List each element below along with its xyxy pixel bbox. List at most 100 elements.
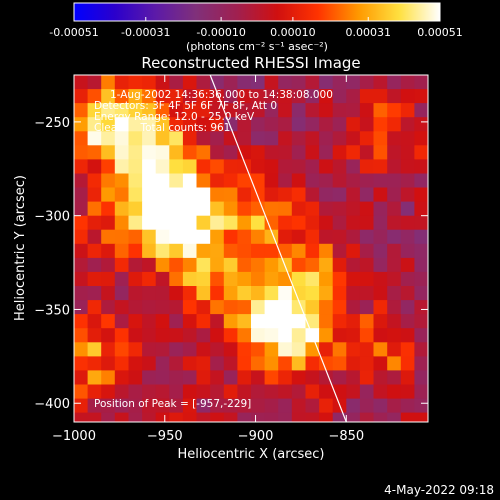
heatmap-cell bbox=[74, 243, 89, 259]
heatmap-cell bbox=[319, 300, 334, 315]
heatmap-cell bbox=[291, 89, 306, 104]
heatmap-cell bbox=[87, 370, 102, 386]
heatmap-cell bbox=[155, 187, 170, 203]
heatmap-cell bbox=[346, 328, 361, 343]
heatmap-cell bbox=[87, 300, 102, 315]
colorbar-tick-label: 0.00051 bbox=[417, 26, 463, 39]
heatmap-cell bbox=[74, 328, 89, 343]
heatmap-cell bbox=[251, 173, 266, 189]
heatmap-cell bbox=[210, 370, 225, 386]
heatmap-cell bbox=[346, 131, 361, 146]
heatmap-cell bbox=[291, 398, 306, 414]
heatmap-cell bbox=[196, 271, 211, 287]
heatmap-cell bbox=[210, 271, 225, 287]
heatmap-cell bbox=[142, 384, 157, 400]
heatmap-cell bbox=[142, 215, 157, 231]
heatmap-cell bbox=[101, 131, 116, 146]
heatmap-cell bbox=[387, 356, 402, 372]
heatmap-cell bbox=[210, 215, 225, 231]
heatmap-cell bbox=[182, 117, 198, 132]
heatmap-cell bbox=[210, 286, 225, 301]
heatmap-cell bbox=[291, 159, 306, 175]
heatmap-cell bbox=[278, 215, 293, 231]
heatmap-cell bbox=[182, 145, 198, 160]
heatmap-cell bbox=[155, 201, 170, 217]
heatmap-cell bbox=[251, 187, 266, 203]
heatmap-cell bbox=[101, 173, 116, 189]
heatmap-cell bbox=[332, 75, 347, 90]
heatmap-cell bbox=[346, 159, 361, 175]
heatmap-cell bbox=[291, 103, 306, 118]
heatmap-cell bbox=[264, 75, 279, 90]
heatmap-cell bbox=[414, 75, 428, 90]
heatmap-cell bbox=[346, 145, 361, 160]
heatmap-cell bbox=[196, 145, 211, 160]
heatmap-cell bbox=[223, 257, 238, 273]
heatmap-cell bbox=[142, 370, 157, 386]
heatmap-cell bbox=[74, 271, 89, 287]
heatmap-cell bbox=[210, 145, 225, 160]
heatmap-cell bbox=[414, 187, 428, 203]
heatmap-cell bbox=[101, 103, 116, 118]
heatmap-cell bbox=[278, 75, 293, 90]
heatmap-cell bbox=[291, 342, 306, 357]
heatmap-cell bbox=[223, 412, 238, 422]
heatmap-cell bbox=[155, 89, 170, 104]
heatmap-cell bbox=[346, 229, 361, 245]
heatmap-cell bbox=[128, 131, 143, 146]
heatmap-cell bbox=[114, 257, 129, 273]
heatmap-cell bbox=[114, 286, 129, 301]
heatmap-cell bbox=[169, 286, 184, 301]
heatmap-cell bbox=[87, 215, 102, 231]
heatmap-cell bbox=[278, 300, 293, 315]
heatmap-cell bbox=[155, 384, 170, 400]
heatmap-cell bbox=[182, 201, 198, 217]
heatmap-cell bbox=[332, 257, 347, 273]
heatmap-cell bbox=[196, 159, 211, 175]
heatmap-cell bbox=[332, 215, 347, 231]
heatmap-cell bbox=[278, 398, 293, 414]
heatmap-cell bbox=[169, 131, 184, 146]
heatmap-cell bbox=[373, 356, 388, 372]
heatmap-cell bbox=[101, 117, 116, 132]
heatmap-cell bbox=[223, 187, 238, 203]
heatmap-cell bbox=[74, 356, 89, 372]
heatmap-cell bbox=[74, 131, 89, 146]
heatmap-cell bbox=[387, 257, 402, 273]
heatmap-cell bbox=[332, 89, 347, 104]
colorbar-tick-label: 0.00010 bbox=[270, 26, 316, 39]
heatmap-cell bbox=[373, 173, 388, 189]
heatmap-cell bbox=[387, 342, 402, 357]
heatmap-cell bbox=[305, 370, 320, 386]
heatmap-cell bbox=[319, 398, 334, 414]
heatmap-cell bbox=[114, 384, 129, 400]
heatmap-cell bbox=[142, 243, 157, 259]
heatmap-cell bbox=[319, 384, 334, 400]
heatmap-cell bbox=[278, 356, 293, 372]
heatmap-cell bbox=[373, 89, 388, 104]
heatmap-cell bbox=[305, 257, 320, 273]
heatmap-cell bbox=[264, 145, 279, 160]
heatmap-cell bbox=[414, 131, 428, 146]
heatmap-cell bbox=[155, 370, 170, 386]
heatmap-cell bbox=[101, 370, 116, 386]
heatmap-cell bbox=[223, 243, 238, 259]
heatmap-cell bbox=[114, 159, 129, 175]
heatmap-cell bbox=[182, 356, 198, 372]
heatmap-cell bbox=[305, 384, 320, 400]
heatmap-cell bbox=[264, 412, 279, 422]
heatmap-cell bbox=[264, 384, 279, 400]
heatmap-cell bbox=[128, 286, 143, 301]
y-tick-label: −350 bbox=[34, 303, 70, 318]
heatmap-cell bbox=[223, 314, 238, 329]
heatmap-cell bbox=[87, 187, 102, 203]
heatmap-cell bbox=[210, 131, 225, 146]
heatmap-cell bbox=[251, 75, 266, 90]
heatmap-cell bbox=[87, 384, 102, 400]
heatmap-cell bbox=[251, 356, 266, 372]
heatmap-cell bbox=[346, 384, 361, 400]
heatmap-cell bbox=[182, 131, 198, 146]
chart-title: Reconstructed RHESSI Image bbox=[141, 54, 360, 72]
heatmap-cell bbox=[196, 314, 211, 329]
heatmap-cell bbox=[223, 215, 238, 231]
